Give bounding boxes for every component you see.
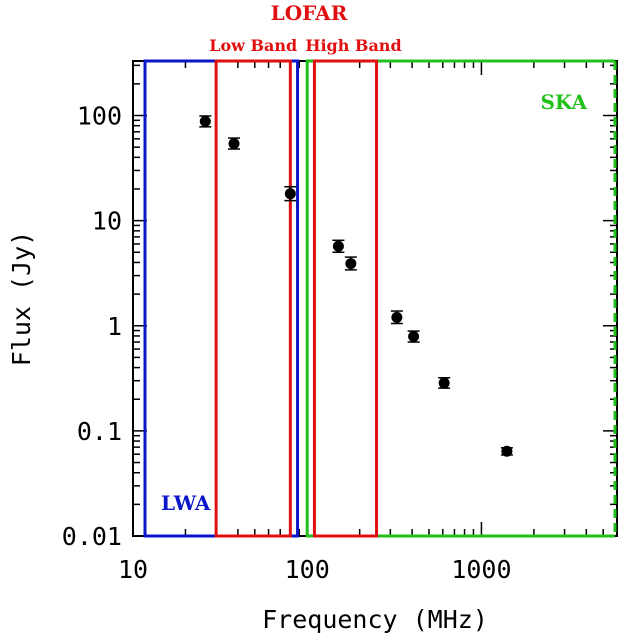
- data-point-group: [228, 137, 241, 150]
- region-label-lwa: LWA: [161, 491, 211, 515]
- x-tick-label: 1000: [451, 555, 511, 584]
- y-tick-label: 0.01: [62, 522, 122, 551]
- data-point-group: [407, 330, 420, 343]
- x-tick-label: 100: [285, 555, 330, 584]
- data-point: [408, 331, 420, 343]
- data-point: [284, 188, 296, 200]
- region-label-ska: SKA: [540, 90, 587, 114]
- data-point: [391, 311, 403, 323]
- data-point-group: [344, 256, 357, 271]
- plot-frame: [132, 60, 618, 537]
- data-point: [501, 445, 513, 457]
- y-tick-label: 100: [77, 102, 122, 131]
- data-point: [228, 138, 240, 150]
- x-axis-title: Frequency (MHz): [262, 605, 488, 634]
- region-lofar-low-band: [214, 59, 292, 538]
- data-point: [332, 240, 344, 252]
- region-ska: [305, 59, 615, 538]
- data-point: [438, 377, 450, 389]
- region-lofar-high-band: [312, 59, 379, 538]
- y-tick-label: 10: [92, 207, 122, 236]
- data-point: [199, 115, 211, 127]
- data-point-group: [199, 115, 212, 128]
- data-point-group: [438, 377, 451, 389]
- y-tick-label: 0.1: [77, 417, 122, 446]
- data-point-group: [390, 310, 403, 325]
- region-lwa: [143, 59, 300, 538]
- data-point-group: [284, 186, 297, 202]
- y-axis-title: Flux (Jy): [7, 231, 36, 366]
- data-point-group: [332, 239, 345, 254]
- lofar-title: LOFAR: [271, 1, 348, 25]
- data-point-group: [500, 445, 513, 457]
- x-tick-marks: [132, 61, 618, 536]
- data-point: [345, 258, 357, 270]
- region-label-high-band: High Band: [305, 36, 401, 55]
- y-tick-label: 1: [107, 312, 122, 341]
- region-label-low-band: Low Band: [209, 36, 297, 55]
- x-tick-label: 10: [118, 555, 148, 584]
- y-tick-marks: [133, 64, 617, 537]
